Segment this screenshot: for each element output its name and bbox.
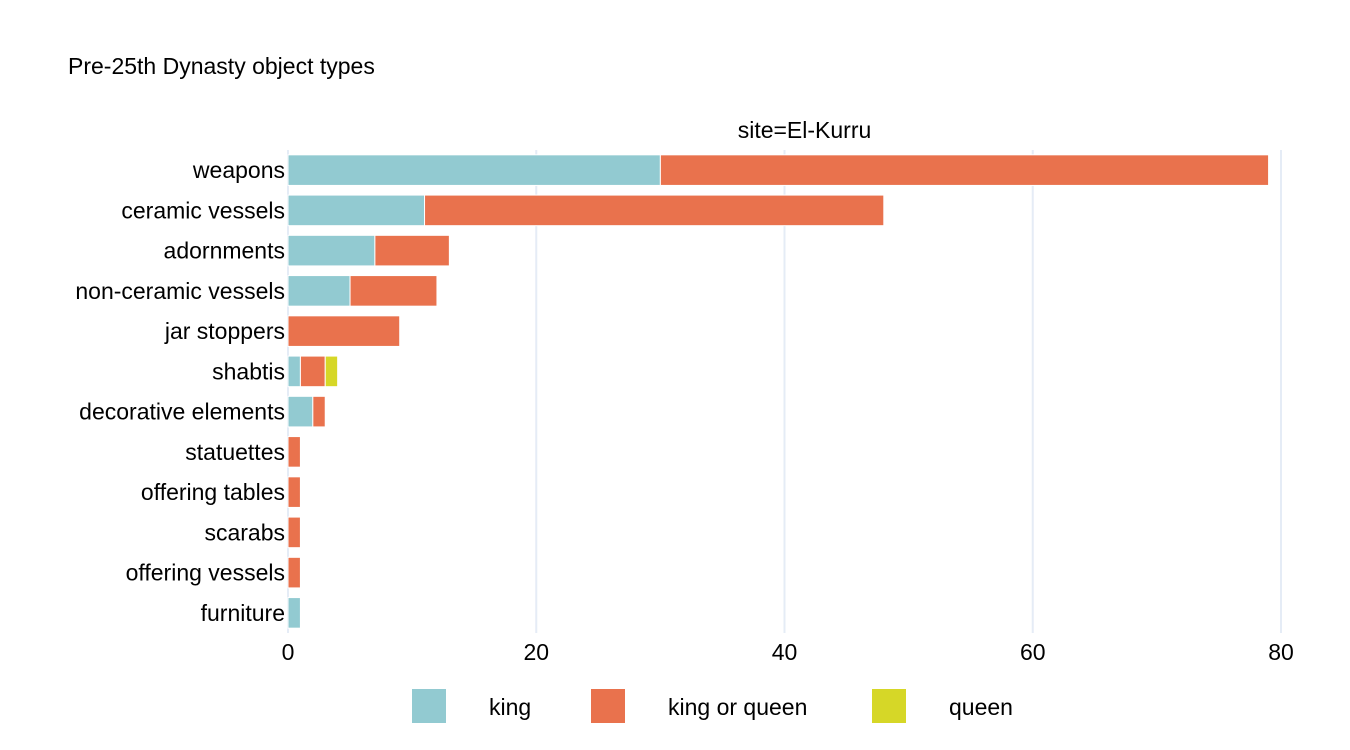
legend-swatch [591, 689, 625, 723]
bar-segment [287, 476, 301, 508]
bar-segment [287, 234, 376, 267]
x-tick-labels: 0 20 40 60 80 [282, 639, 1294, 665]
x-tick-label: 40 [772, 639, 798, 665]
bar-segment [287, 556, 301, 589]
bar-segment [287, 395, 314, 428]
bar-segment [287, 194, 426, 227]
x-tick-label: 80 [1268, 639, 1294, 665]
bars [287, 154, 1270, 629]
legend-swatch [872, 689, 906, 723]
bar-segment [324, 355, 339, 388]
bar-segment [287, 355, 301, 388]
bar-segment [659, 154, 1270, 186]
bar-segment [287, 275, 351, 307]
legend-swatch [412, 689, 446, 723]
category-label: shabtis [212, 358, 285, 384]
category-label: furniture [201, 600, 285, 626]
category-label: ceramic vessels [121, 197, 285, 223]
x-tick-label: 0 [282, 639, 295, 665]
bar-segment [349, 275, 438, 307]
bar-segment [374, 234, 450, 267]
category-label: jar stoppers [164, 318, 285, 344]
facet-label: site=El-Kurru [738, 117, 872, 143]
category-label: statuettes [185, 439, 285, 465]
category-label: weapons [192, 157, 285, 183]
category-label: decorative elements [79, 399, 285, 425]
legend-label: king [489, 694, 531, 720]
category-label: offering tables [141, 479, 285, 505]
bar-segment [287, 315, 401, 347]
category-label: offering vessels [126, 560, 285, 586]
category-label: scarabs [204, 519, 285, 545]
grid-lines [287, 150, 1282, 633]
chart-title: Pre-25th Dynasty object types [68, 53, 375, 79]
bar-segment [424, 194, 885, 227]
bar-segment [287, 436, 301, 468]
bar-segment [287, 597, 301, 629]
bar-segment [299, 355, 326, 388]
bar-segment [287, 516, 301, 549]
x-tick-label: 20 [523, 639, 549, 665]
legend: king king or queen queen [412, 689, 1013, 723]
bar-segment [312, 395, 326, 428]
x-tick-label: 60 [1020, 639, 1046, 665]
bar-segment [287, 154, 661, 186]
legend-label: king or queen [668, 694, 807, 720]
category-labels: weapons ceramic vessels adornments non-cera… [75, 157, 285, 626]
category-label: adornments [164, 238, 285, 264]
legend-label: queen [949, 694, 1013, 720]
category-label: non-ceramic vessels [75, 278, 285, 304]
